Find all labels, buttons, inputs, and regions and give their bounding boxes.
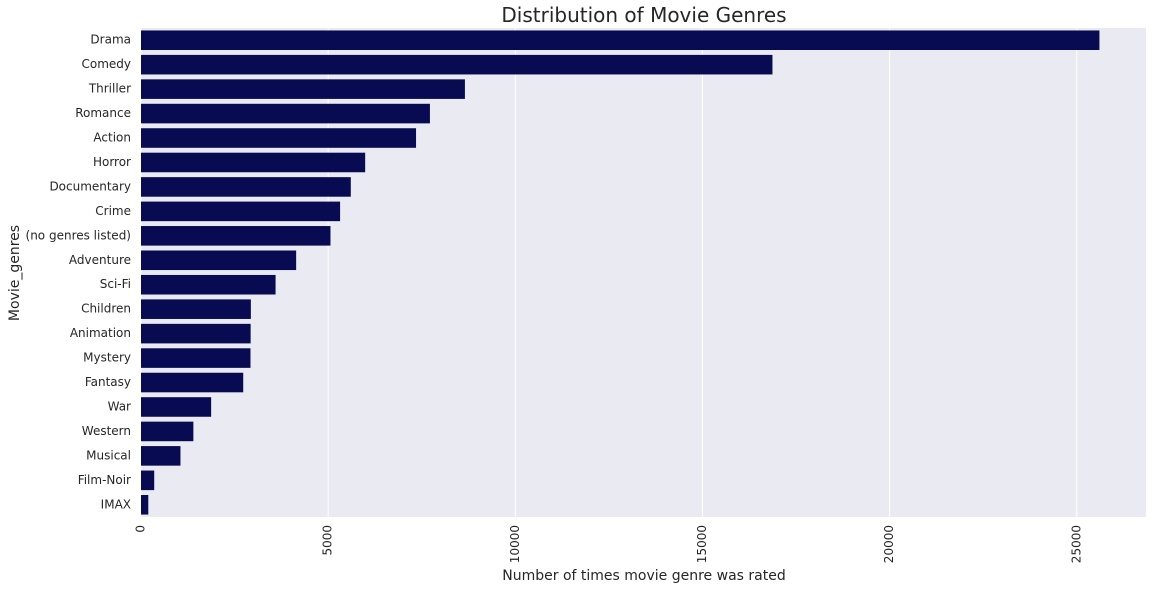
- bar-war: [141, 397, 212, 417]
- y-tick-label: Western: [82, 424, 131, 438]
- y-tick-label: (no genres listed): [26, 228, 131, 242]
- bar-no-genres-listed: [141, 226, 331, 246]
- x-tick-label: 20000: [882, 525, 896, 563]
- y-axis-label: Movie_genres: [7, 225, 23, 321]
- y-tick-label: Crime: [95, 204, 131, 218]
- y-tick-label: Documentary: [49, 179, 131, 193]
- y-tick-label: Comedy: [81, 57, 131, 71]
- x-tick-label: 5000: [321, 525, 335, 556]
- bar-thriller: [141, 79, 465, 99]
- x-tick-label: 0: [134, 525, 148, 533]
- bar-horror: [141, 152, 366, 173]
- bar-mystery: [141, 348, 251, 368]
- y-tick-label: Romance: [75, 106, 131, 120]
- bar-western: [141, 421, 194, 442]
- bar-fantasy: [141, 372, 244, 393]
- y-tick-label: Children: [81, 302, 131, 316]
- y-tick-label: War: [108, 399, 131, 413]
- y-tick-label: Thriller: [88, 82, 131, 96]
- bar-musical: [141, 446, 181, 466]
- y-tick-label: IMAX: [101, 497, 131, 511]
- y-tick-label: Drama: [90, 33, 131, 47]
- x-tick-label: 10000: [508, 525, 522, 563]
- chart-title: Distribution of Movie Genres: [501, 3, 786, 27]
- y-tick-label: Horror: [93, 155, 131, 169]
- x-tick-labels: 0 5000 10000 15000 20000 25000: [134, 525, 1084, 563]
- y-tick-label: Musical: [86, 448, 131, 462]
- bar-adventure: [141, 250, 297, 271]
- y-tick-label: Fantasy: [85, 375, 131, 389]
- y-tick-label: Sci-Fi: [100, 277, 131, 291]
- bar-action: [141, 128, 417, 148]
- bar-comedy: [141, 54, 773, 75]
- bar-children: [141, 299, 251, 319]
- bar-crime: [141, 201, 341, 222]
- bar-imax: [141, 494, 149, 515]
- bar-film-noir: [141, 470, 155, 491]
- y-tick-label: Action: [93, 131, 131, 145]
- y-tick-labels: Drama Comedy Thriller Romance Action Horror Do…: [26, 33, 132, 512]
- bar-romance: [141, 103, 430, 124]
- x-axis-label: Number of times movie genre was rated: [502, 568, 785, 584]
- bar-drama: [141, 30, 1100, 51]
- bars: [141, 30, 1100, 515]
- plot-area: [141, 28, 1146, 517]
- y-tick-label: Film-Noir: [78, 473, 131, 487]
- y-tick-label: Animation: [70, 326, 131, 340]
- x-tick-label: 15000: [695, 525, 709, 563]
- x-tick-label: 25000: [1069, 525, 1083, 563]
- bar-animation: [141, 323, 251, 344]
- y-tick-label: Adventure: [69, 253, 131, 267]
- bar-documentary: [141, 177, 351, 197]
- y-tick-label: Mystery: [83, 351, 131, 365]
- bar-sci-fi: [141, 274, 276, 295]
